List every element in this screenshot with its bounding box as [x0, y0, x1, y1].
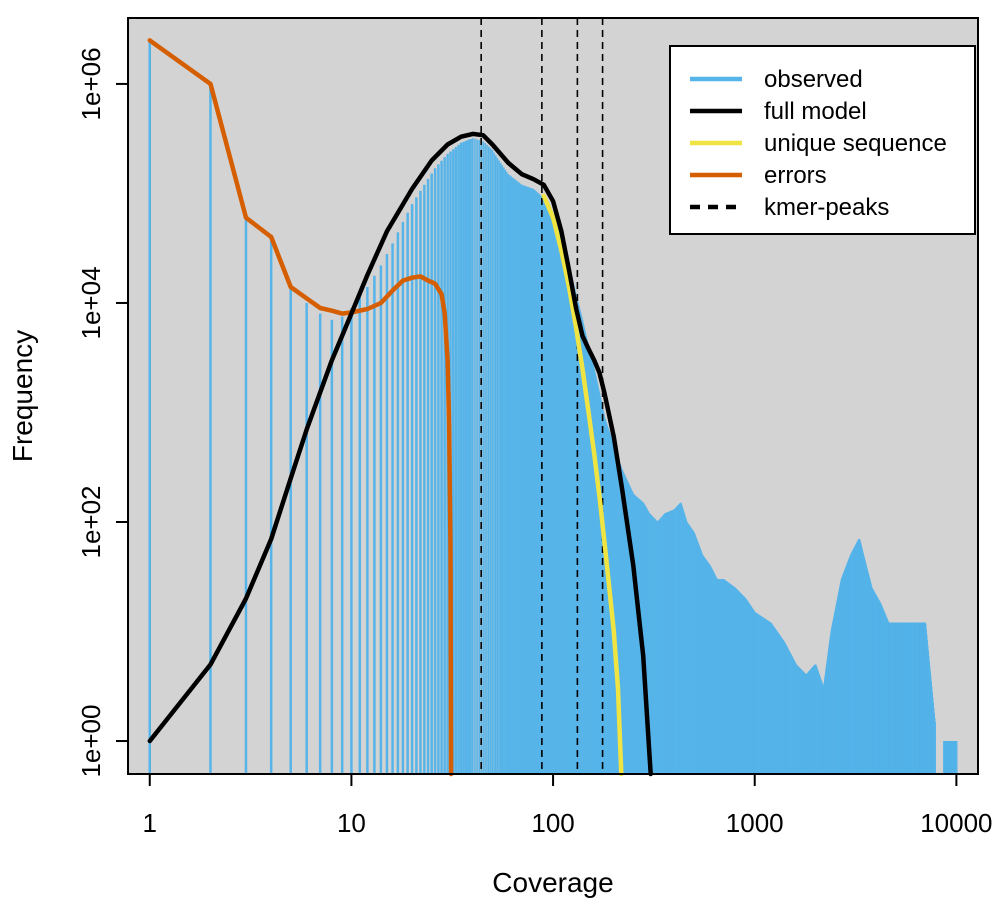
kmer-coverage-chart: 1 10 100 1000 10000 1e+001e+021e+041e+06 Cov…: [7, 17, 993, 898]
